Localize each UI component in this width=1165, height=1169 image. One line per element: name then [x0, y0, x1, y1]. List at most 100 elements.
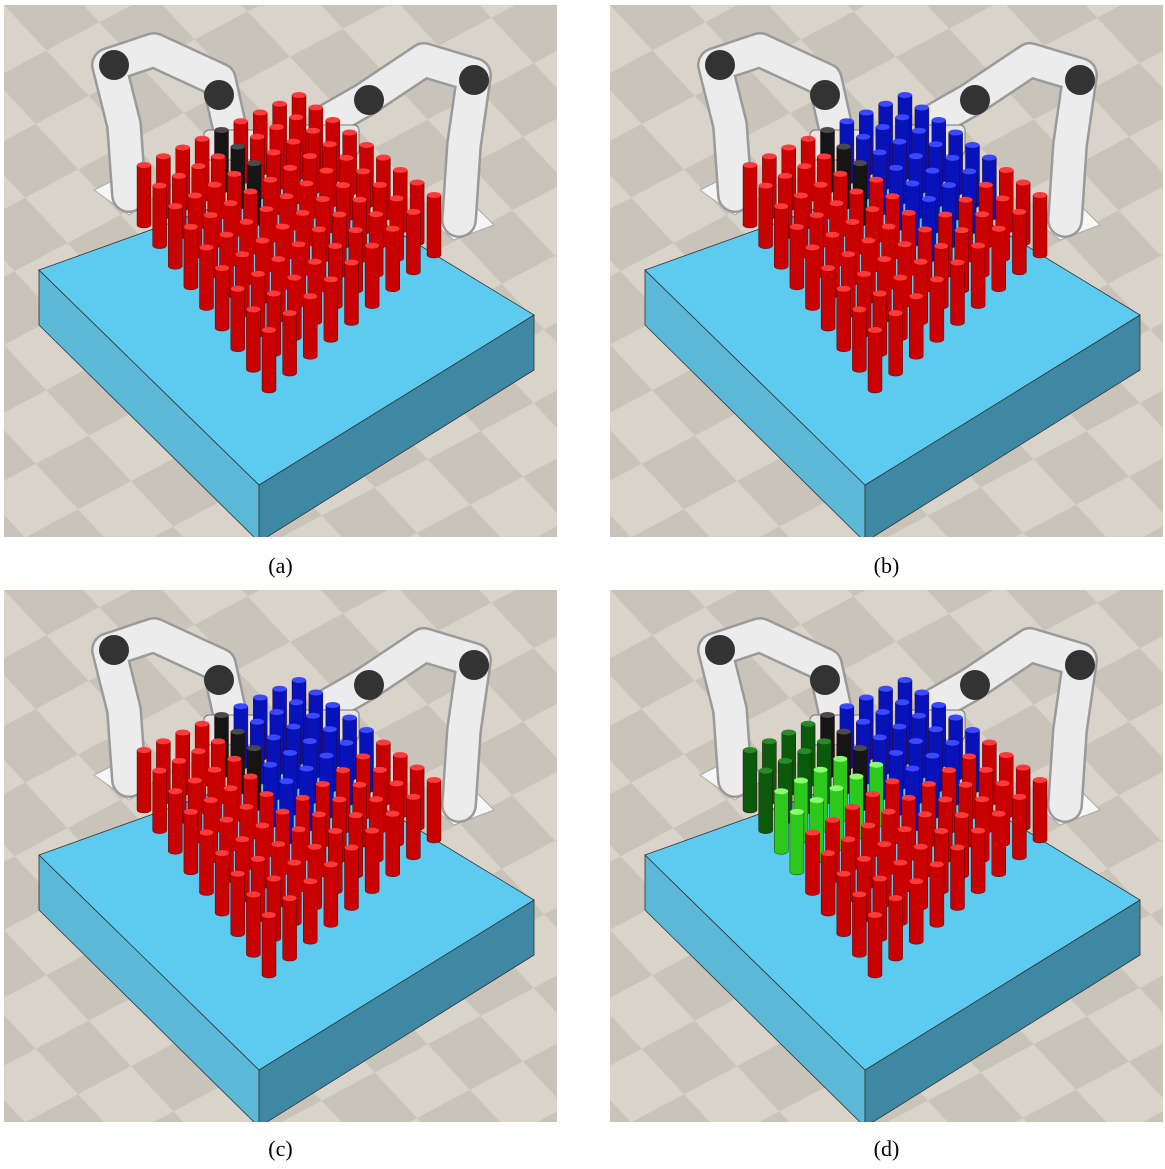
cylinder-top — [873, 734, 887, 740]
cylinder-top — [215, 850, 229, 856]
cylinder-top — [246, 891, 260, 897]
cylinder-top — [195, 721, 209, 727]
cylinder-top — [243, 773, 257, 779]
cylinder-top — [999, 752, 1013, 758]
cylinder — [774, 206, 788, 269]
robot-joint — [459, 650, 489, 680]
cylinder-top — [861, 822, 875, 828]
cylinder-top — [255, 237, 269, 243]
cylinder-top — [893, 860, 907, 866]
cylinder-top — [195, 136, 209, 142]
cylinder-top — [902, 795, 916, 801]
cylinder-top — [323, 726, 337, 732]
cylinder-top — [902, 210, 916, 216]
cylinder — [759, 771, 773, 834]
cylinder-top — [859, 110, 873, 116]
cylinder-top — [810, 212, 824, 218]
robot-joint — [705, 50, 735, 80]
cylinder-top — [253, 110, 267, 116]
caption: (c) — [4, 1136, 557, 1162]
cylinder-top — [271, 256, 285, 262]
cylinder-top — [176, 145, 190, 151]
cylinder — [406, 212, 420, 275]
cylinder — [992, 229, 1006, 292]
cylinder-top — [410, 765, 424, 771]
cylinder-top — [915, 105, 929, 111]
cylinder-top — [774, 788, 788, 794]
cylinder-top — [922, 196, 936, 202]
robot-joint — [960, 670, 990, 700]
cylinder-top — [778, 173, 792, 179]
cylinder-top — [208, 182, 222, 188]
cylinder-top — [349, 227, 363, 233]
cylinder-top — [762, 738, 776, 744]
cylinder-top — [868, 327, 882, 333]
cylinder-top — [814, 767, 828, 773]
cylinder-top — [942, 182, 956, 188]
cylinder-top — [211, 738, 225, 744]
cylinder-top — [877, 841, 891, 847]
cylinder — [283, 898, 297, 961]
cylinder — [909, 881, 923, 944]
cylinder-top — [255, 822, 269, 828]
cylinder-top — [852, 306, 866, 312]
cylinder-top — [308, 259, 322, 265]
cylinder-top — [235, 251, 249, 257]
cylinder-top — [938, 797, 952, 803]
cylinder-top — [286, 724, 300, 730]
cylinder-top — [837, 144, 851, 150]
cylinder-top — [959, 197, 973, 203]
cylinder-top — [360, 142, 374, 148]
cylinder-top — [868, 912, 882, 918]
cylinder-top — [794, 192, 808, 198]
cylinder-top — [932, 702, 946, 708]
cylinder-top — [243, 188, 257, 194]
cylinder-top — [951, 260, 965, 266]
figure: (a) (b) (c) (d) — [0, 0, 1165, 1169]
cylinder-top — [376, 155, 390, 161]
cylinder-top — [806, 245, 820, 251]
cylinder-top — [857, 271, 871, 277]
cylinder — [852, 894, 866, 957]
cylinder-top — [909, 738, 923, 744]
cylinder-top — [276, 809, 290, 815]
cylinder-top — [427, 192, 441, 198]
cylinder-top — [909, 293, 923, 299]
cylinder-top — [168, 203, 182, 209]
cylinder-top — [353, 197, 367, 203]
cylinder-top — [873, 149, 887, 155]
cylinder-top — [208, 767, 222, 773]
robot-joint — [705, 635, 735, 665]
cylinder-top — [837, 286, 851, 292]
cylinder-top — [801, 721, 815, 727]
cylinder-top — [365, 828, 379, 834]
cylinder-top — [326, 702, 340, 708]
robot-joint — [99, 50, 129, 80]
cylinder-top — [306, 713, 320, 719]
cylinder — [345, 848, 359, 911]
cylinder-top — [280, 778, 294, 784]
cylinder — [324, 279, 338, 342]
cylinder-top — [915, 690, 929, 696]
cylinder — [743, 750, 757, 813]
cylinder-top — [856, 719, 870, 725]
cylinder-top — [898, 677, 912, 683]
cylinder — [759, 186, 773, 249]
cylinder-top — [914, 259, 928, 265]
cylinder-top — [826, 817, 840, 823]
cylinder-top — [790, 809, 804, 815]
render-panel — [4, 590, 557, 1122]
cylinder-top — [340, 740, 354, 746]
cylinder-top — [938, 212, 952, 218]
cylinder-top — [876, 709, 890, 715]
cylinder-top — [798, 163, 812, 169]
cylinder-top — [200, 830, 214, 836]
cylinder-top — [817, 738, 831, 744]
cylinder-top — [841, 251, 855, 257]
cylinder-top — [283, 750, 297, 756]
cylinder-top — [893, 275, 907, 281]
cylinder-top — [949, 715, 963, 721]
cylinder-top — [220, 232, 234, 238]
cylinder — [852, 309, 866, 372]
cylinder — [231, 289, 245, 352]
